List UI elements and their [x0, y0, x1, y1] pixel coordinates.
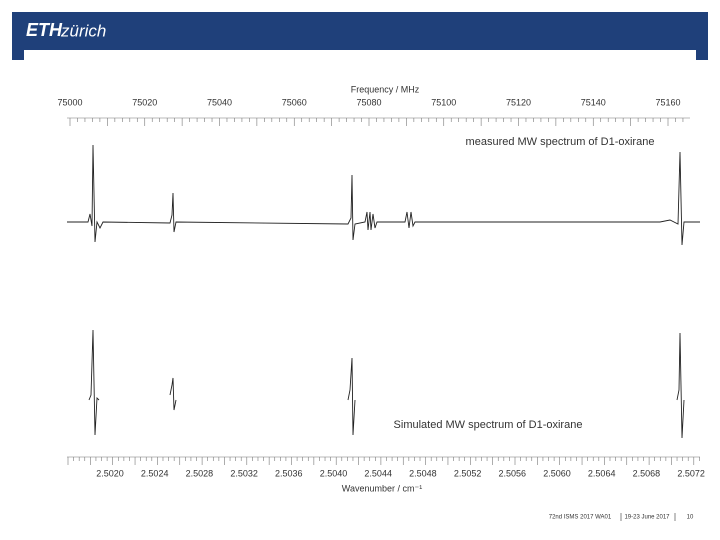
header-tab [696, 50, 708, 60]
top-tick-label: 75100 [431, 97, 456, 107]
bottom-tick-label: 2.5060 [543, 468, 571, 478]
bottom-tick-label: 2.5036 [275, 468, 303, 478]
top-tick-label: 75140 [581, 97, 606, 107]
measured-spectrum [67, 144, 700, 246]
top-tick-label: 75120 [506, 97, 531, 107]
top-axis-label: Frequency / MHz [351, 84, 420, 94]
logo-eth: ETH [26, 20, 63, 40]
bottom-tick-label: 2.5028 [186, 468, 214, 478]
header-tab [12, 50, 24, 60]
footer-event: 72nd ISMS 2017 WA01 [549, 515, 612, 521]
measured-label: measured MW spectrum of D1-oxirane [466, 136, 655, 148]
top-tick-label: 75040 [207, 97, 232, 107]
bottom-axis-label: Wavenumber / cm⁻¹ [342, 483, 422, 493]
bottom-tick-label: 2.5032 [230, 468, 258, 478]
bottom-tick-label: 2.5040 [320, 468, 348, 478]
logo-zurich: zürich [60, 21, 106, 40]
footer-dates: 19-23 June 2017 [624, 515, 670, 521]
top-tick-label: 75060 [282, 97, 307, 107]
top-tick-label: 75080 [356, 97, 381, 107]
header-bar [12, 12, 708, 50]
top-tick-label: 75020 [132, 97, 157, 107]
top-tick-label: 75000 [57, 97, 82, 107]
bottom-tick-label: 2.5024 [141, 468, 169, 478]
bottom-tick-label: 2.5020 [96, 468, 124, 478]
simulated-label: Simulated MW spectrum of D1-oxirane [394, 419, 583, 431]
bottom-tick-label: 2.5052 [454, 468, 482, 478]
bottom-tick-label: 2.5044 [364, 468, 392, 478]
footer-page: 10 [687, 515, 694, 521]
simulated-spectrum [88, 329, 685, 439]
bottom-tick-label: 2.5048 [409, 468, 437, 478]
bottom-tick-label: 2.5068 [633, 468, 661, 478]
bottom-tick-label: 2.5056 [499, 468, 527, 478]
bottom-tick-label: 2.5072 [677, 468, 705, 478]
top-tick-label: 75160 [655, 97, 680, 107]
bottom-tick-label: 2.5064 [588, 468, 616, 478]
